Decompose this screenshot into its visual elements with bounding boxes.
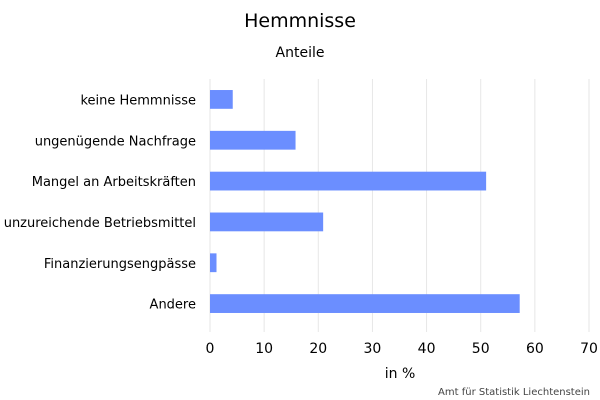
category-label: Mangel an Arbeitskräften (32, 175, 196, 190)
x-tick-label: 60 (526, 341, 544, 357)
bar (210, 294, 520, 313)
x-tick-label: 40 (418, 341, 436, 357)
category-label: unzureichende Betriebsmittel (4, 216, 196, 231)
x-tick-label: 50 (472, 341, 490, 357)
x-tick-labels: 0 10 20 30 40 50 60 70 (206, 341, 598, 357)
category-label: ungenügende Nachfrage (35, 134, 196, 149)
x-tick-label: 0 (206, 341, 215, 357)
category-label: Finanzierungsengpässe (44, 257, 196, 272)
bar (210, 171, 487, 191)
bar (210, 212, 324, 232)
chart-subtitle: Anteile (276, 45, 325, 61)
bar (210, 130, 296, 150)
category-label: Andere (150, 298, 196, 313)
bars (210, 90, 520, 313)
bar (210, 90, 233, 109)
x-tick-label: 10 (255, 341, 273, 357)
x-tick-label: 70 (580, 341, 598, 357)
x-tick-label: 20 (309, 341, 327, 357)
gridlines (209, 79, 590, 332)
category-label: keine Hemmnisse (80, 93, 196, 108)
chart-title: Hemmnisse (244, 10, 356, 32)
category-labels: keine Hemmnisse ungenügende Nachfrage Mang… (4, 93, 196, 312)
bar (210, 253, 217, 273)
source-credit: Amt für Statistik Liechtenstein (438, 387, 590, 398)
x-tick-label: 30 (364, 341, 382, 357)
x-axis-title: in % (385, 366, 416, 382)
